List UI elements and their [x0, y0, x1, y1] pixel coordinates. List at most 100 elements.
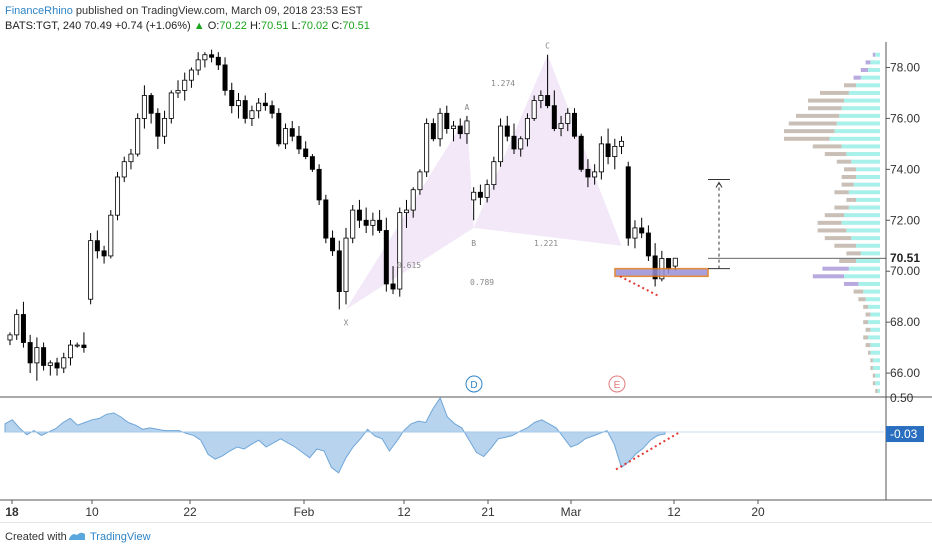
time-tick-label: 22	[183, 505, 197, 519]
fib-ratio-label: 1.221	[534, 239, 558, 248]
volume-bar-up	[865, 297, 880, 302]
candle-bull	[471, 191, 477, 201]
volume-bar-up	[851, 159, 880, 164]
volume-bar-down	[841, 174, 856, 179]
high-label: H:	[249, 20, 261, 32]
published-text: published on TradingView.com, March 09, …	[72, 5, 363, 17]
volume-bar-up	[872, 358, 880, 363]
candle-bull	[135, 118, 141, 155]
volume-profile	[784, 52, 880, 393]
candle-bear	[242, 100, 248, 119]
candle-bear	[477, 191, 483, 198]
volume-bar-up	[870, 312, 880, 317]
candle-bull	[7, 334, 13, 341]
volume-bar-up	[860, 251, 880, 256]
volume-bar-down	[834, 205, 849, 210]
volume-bar-down	[824, 236, 852, 241]
oscillator-value-label: -0.03	[890, 427, 918, 441]
candle-bear	[276, 112, 282, 145]
candle-bear	[578, 135, 584, 170]
candle-bull	[74, 344, 80, 347]
time-tick-label: 12	[397, 505, 411, 519]
volume-bar-up	[856, 83, 880, 88]
candle-bear	[101, 250, 107, 257]
chart-canvas[interactable]: X A B C 0.615 0.789 1.274 1.221 D E 78.00 76.00 74.…	[0, 0, 932, 522]
volume-bar-up	[875, 381, 880, 386]
symbol-label[interactable]: BATS:TGT, 240	[5, 20, 82, 32]
tradingview-logo-icon	[69, 532, 85, 540]
candle-bear	[545, 95, 551, 107]
candle-bull	[632, 227, 638, 239]
candle-bear	[148, 95, 154, 114]
candle-bear	[444, 112, 450, 129]
volume-bar-down	[872, 52, 876, 57]
candle-bear	[323, 199, 329, 239]
candle-bull	[565, 112, 571, 124]
pattern-point-e-marker	[608, 375, 626, 393]
target-arrowhead	[715, 181, 723, 188]
volume-bar-down	[853, 75, 861, 80]
candle-bear	[383, 230, 389, 285]
candle-bull	[202, 54, 208, 61]
volume-bar-up	[870, 60, 880, 65]
volume-bar-down	[784, 129, 835, 134]
candle-bear	[551, 105, 557, 129]
annotations: X A B C 0.615 0.789 1.274 1.221 D E	[344, 42, 730, 393]
volume-bar-down	[863, 304, 868, 309]
candle-bull	[182, 79, 188, 91]
candle-bear	[330, 237, 336, 252]
candle-bull	[47, 362, 53, 366]
candle-bull	[343, 237, 349, 292]
time-tick-label: 21	[481, 505, 495, 519]
candle-bear	[222, 64, 228, 91]
price-tick-label: 74.00	[890, 162, 920, 176]
candle-bull	[592, 171, 598, 178]
volume-bar-up	[844, 98, 880, 103]
volume-bar-up	[860, 75, 880, 80]
volume-bar-down	[784, 136, 830, 141]
pattern-point-a: A	[465, 103, 470, 112]
candle-bear	[504, 125, 510, 137]
close-label: C:	[331, 20, 343, 32]
candle-bull	[34, 347, 40, 364]
low-value: 70.02	[300, 20, 329, 32]
candle-bull	[14, 314, 20, 336]
fib-ratio-label: 1.274	[491, 79, 515, 88]
pattern-point-d-marker	[465, 375, 483, 393]
candle-bear	[303, 148, 309, 158]
candle-bear	[316, 168, 322, 201]
volume-bar-up	[841, 144, 880, 149]
candle-bear	[20, 314, 26, 343]
candle-bull	[168, 92, 174, 119]
volume-bar-up	[848, 190, 880, 195]
candle-bull	[437, 112, 443, 140]
candle-bear	[571, 112, 577, 137]
ohlc-legend: BATS:TGT, 240 70.49 +0.74 (+1.06%) ▲ O:7…	[5, 20, 370, 32]
volume-bar-down	[817, 228, 847, 233]
candle-bull	[619, 140, 625, 147]
volume-bar-down	[839, 259, 856, 264]
volume-bar-down	[846, 197, 856, 202]
tradingview-brand-link[interactable]: TradingView	[90, 531, 151, 543]
time-tick-label: 10	[85, 505, 99, 519]
candle-bull	[61, 357, 67, 369]
candle-bull	[484, 184, 490, 198]
candle-bull	[410, 189, 416, 211]
fib-ratio-label: 0.789	[470, 278, 494, 287]
candle-bear	[457, 125, 463, 135]
volume-bar-down	[865, 327, 871, 332]
volume-bar-up	[834, 129, 880, 134]
time-tick-label: 20	[751, 505, 765, 519]
volume-bar-down	[872, 373, 876, 378]
candle-bull	[162, 118, 168, 137]
candle-bull	[424, 123, 430, 173]
candle-bull	[350, 209, 356, 239]
pattern-point-c: C	[545, 42, 550, 51]
candle-bear	[309, 156, 315, 170]
volume-bar-down	[865, 60, 871, 65]
volume-bar-up	[848, 205, 880, 210]
volume-bar-down	[870, 358, 873, 363]
author-link[interactable]: FinanceRhino	[5, 5, 73, 17]
pattern-point-x: X	[344, 318, 349, 327]
volume-bar-down	[834, 190, 849, 195]
